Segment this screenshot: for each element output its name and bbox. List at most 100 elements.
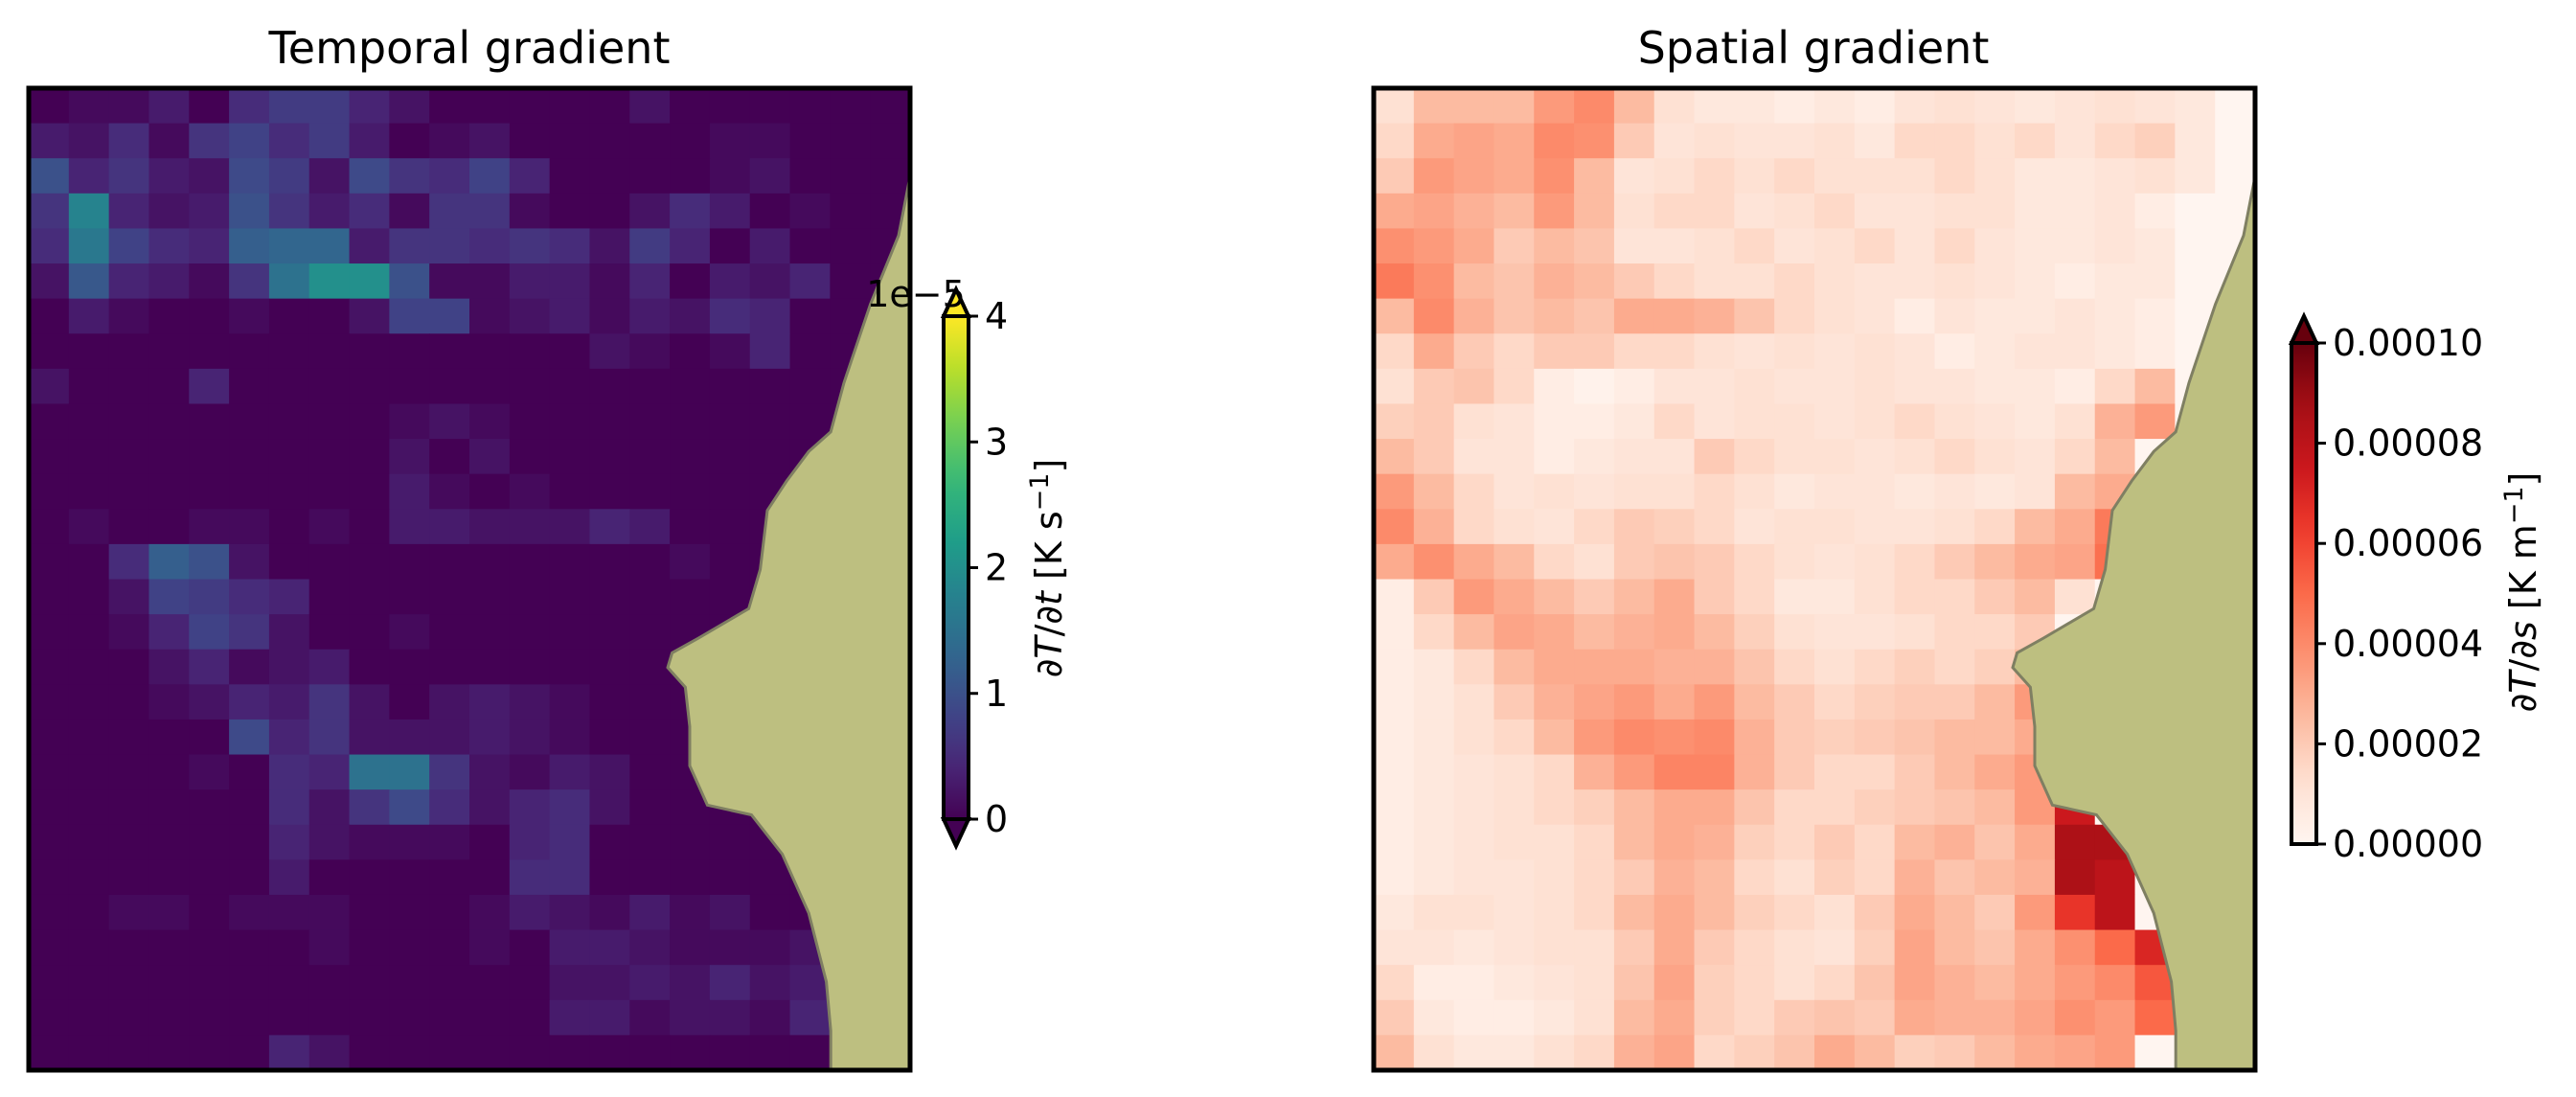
heatmap-cell xyxy=(549,123,591,159)
heatmap-cell xyxy=(1613,1035,1655,1070)
heatmap-cell xyxy=(1894,298,1936,334)
heatmap-cell xyxy=(308,473,351,510)
heatmap-cell xyxy=(429,263,470,300)
heatmap-cell xyxy=(1854,333,1896,370)
heatmap-cell xyxy=(148,298,190,334)
heatmap-cell xyxy=(1814,859,1856,896)
heatmap-cell xyxy=(229,684,270,720)
heatmap-cell xyxy=(1374,263,1415,300)
heatmap-cell xyxy=(2175,88,2216,125)
heatmap-cell xyxy=(1814,684,1856,720)
heatmap-cell xyxy=(1854,298,1896,334)
heatmap-cell xyxy=(148,929,190,966)
heatmap-cell xyxy=(469,298,511,334)
heatmap-cell xyxy=(549,894,591,931)
heatmap-cell xyxy=(1613,929,1655,966)
heatmap-cell xyxy=(589,193,630,230)
heatmap-cell xyxy=(1574,579,1615,615)
heatmap-cell xyxy=(1814,999,1856,1036)
heatmap-cell xyxy=(549,965,591,1001)
heatmap-cell xyxy=(1894,193,1936,230)
heatmap-cell xyxy=(1493,123,1535,159)
heatmap-cell xyxy=(1814,824,1856,860)
heatmap-cell xyxy=(268,1035,310,1070)
heatmap-cell xyxy=(509,859,551,896)
heatmap-cell xyxy=(1374,859,1415,896)
heatmap-cell xyxy=(1374,649,1415,685)
heatmap-cell xyxy=(1413,929,1455,966)
heatmap-cell xyxy=(1854,614,1896,651)
heatmap-cell xyxy=(629,929,671,966)
heatmap-cell xyxy=(108,123,150,159)
heatmap-cell xyxy=(2094,965,2136,1001)
heatmap-cell xyxy=(308,403,351,440)
heatmap-cell xyxy=(349,439,390,475)
heatmap-cell xyxy=(1894,473,1936,510)
heatmap-cell xyxy=(1613,368,1655,405)
heatmap-cell xyxy=(229,754,270,790)
heatmap-cell xyxy=(308,859,351,896)
heatmap-cell xyxy=(189,965,230,1001)
heatmap-cell xyxy=(1974,789,2016,826)
heatmap-cell xyxy=(68,684,110,720)
heatmap-cell xyxy=(629,1035,671,1070)
heatmap-cell xyxy=(1974,473,2016,510)
heatmap-cell xyxy=(68,579,110,615)
heatmap-cell xyxy=(389,123,430,159)
heatmap-cell xyxy=(1574,789,1615,826)
heatmap-cell xyxy=(1694,228,1735,264)
heatmap-cell xyxy=(1734,719,1775,756)
heatmap-cell xyxy=(549,999,591,1036)
heatmap-cell xyxy=(509,333,551,370)
heatmap-cell xyxy=(1694,929,1735,966)
heatmap-cell xyxy=(1534,894,1575,931)
heatmap-cell xyxy=(1934,193,1975,230)
heatmap-cell xyxy=(749,263,791,300)
heatmap-cell xyxy=(629,298,671,334)
heatmap-cell xyxy=(1534,929,1575,966)
temporal-colorbar-label: ∂T/∂t [K s−1] xyxy=(1025,459,1070,678)
heatmap-cell xyxy=(1534,228,1575,264)
heatmap-cell xyxy=(670,193,711,230)
heatmap-cell xyxy=(1934,333,1975,370)
heatmap-cell xyxy=(68,754,110,790)
heatmap-cell xyxy=(1814,228,1856,264)
heatmap-cell xyxy=(1774,88,1815,125)
colorbar-tick-label: 1 xyxy=(985,673,1008,715)
heatmap-cell xyxy=(1653,123,1696,159)
heatmap-cell xyxy=(1653,439,1696,475)
heatmap-cell xyxy=(1854,999,1896,1036)
heatmap-cell xyxy=(1894,439,1936,475)
heatmap-cell xyxy=(749,368,791,405)
heatmap-cell xyxy=(1974,859,2016,896)
heatmap-cell xyxy=(68,719,110,756)
heatmap-cell xyxy=(629,579,671,615)
heatmap-cell xyxy=(29,403,70,440)
heatmap-cell xyxy=(389,263,430,300)
heatmap-cell xyxy=(1694,158,1735,194)
heatmap-cell xyxy=(1534,473,1575,510)
heatmap-cell xyxy=(469,88,511,125)
heatmap-cell xyxy=(1974,579,2016,615)
heatmap-cell xyxy=(389,88,430,125)
heatmap-cell xyxy=(2054,263,2096,300)
heatmap-cell xyxy=(429,965,470,1001)
heatmap-cell xyxy=(1413,439,1455,475)
heatmap-cell xyxy=(2054,88,2096,125)
heatmap-cell xyxy=(549,263,591,300)
heatmap-cell xyxy=(629,719,671,756)
heatmap-cell xyxy=(1974,368,2016,405)
heatmap-cell xyxy=(1694,859,1735,896)
heatmap-cell xyxy=(1814,403,1856,440)
heatmap-cell xyxy=(1814,1035,1856,1070)
heatmap-cell xyxy=(1974,333,2016,370)
heatmap-cell xyxy=(2054,368,2096,405)
heatmap-cell xyxy=(389,439,430,475)
heatmap-cell xyxy=(1374,509,1415,545)
heatmap-cell xyxy=(268,894,310,931)
heatmap-cell xyxy=(108,649,150,685)
heatmap-cell xyxy=(1894,754,1936,790)
heatmap-cell xyxy=(389,368,430,405)
heatmap-cell xyxy=(1734,473,1775,510)
heatmap-cell xyxy=(2175,228,2216,264)
